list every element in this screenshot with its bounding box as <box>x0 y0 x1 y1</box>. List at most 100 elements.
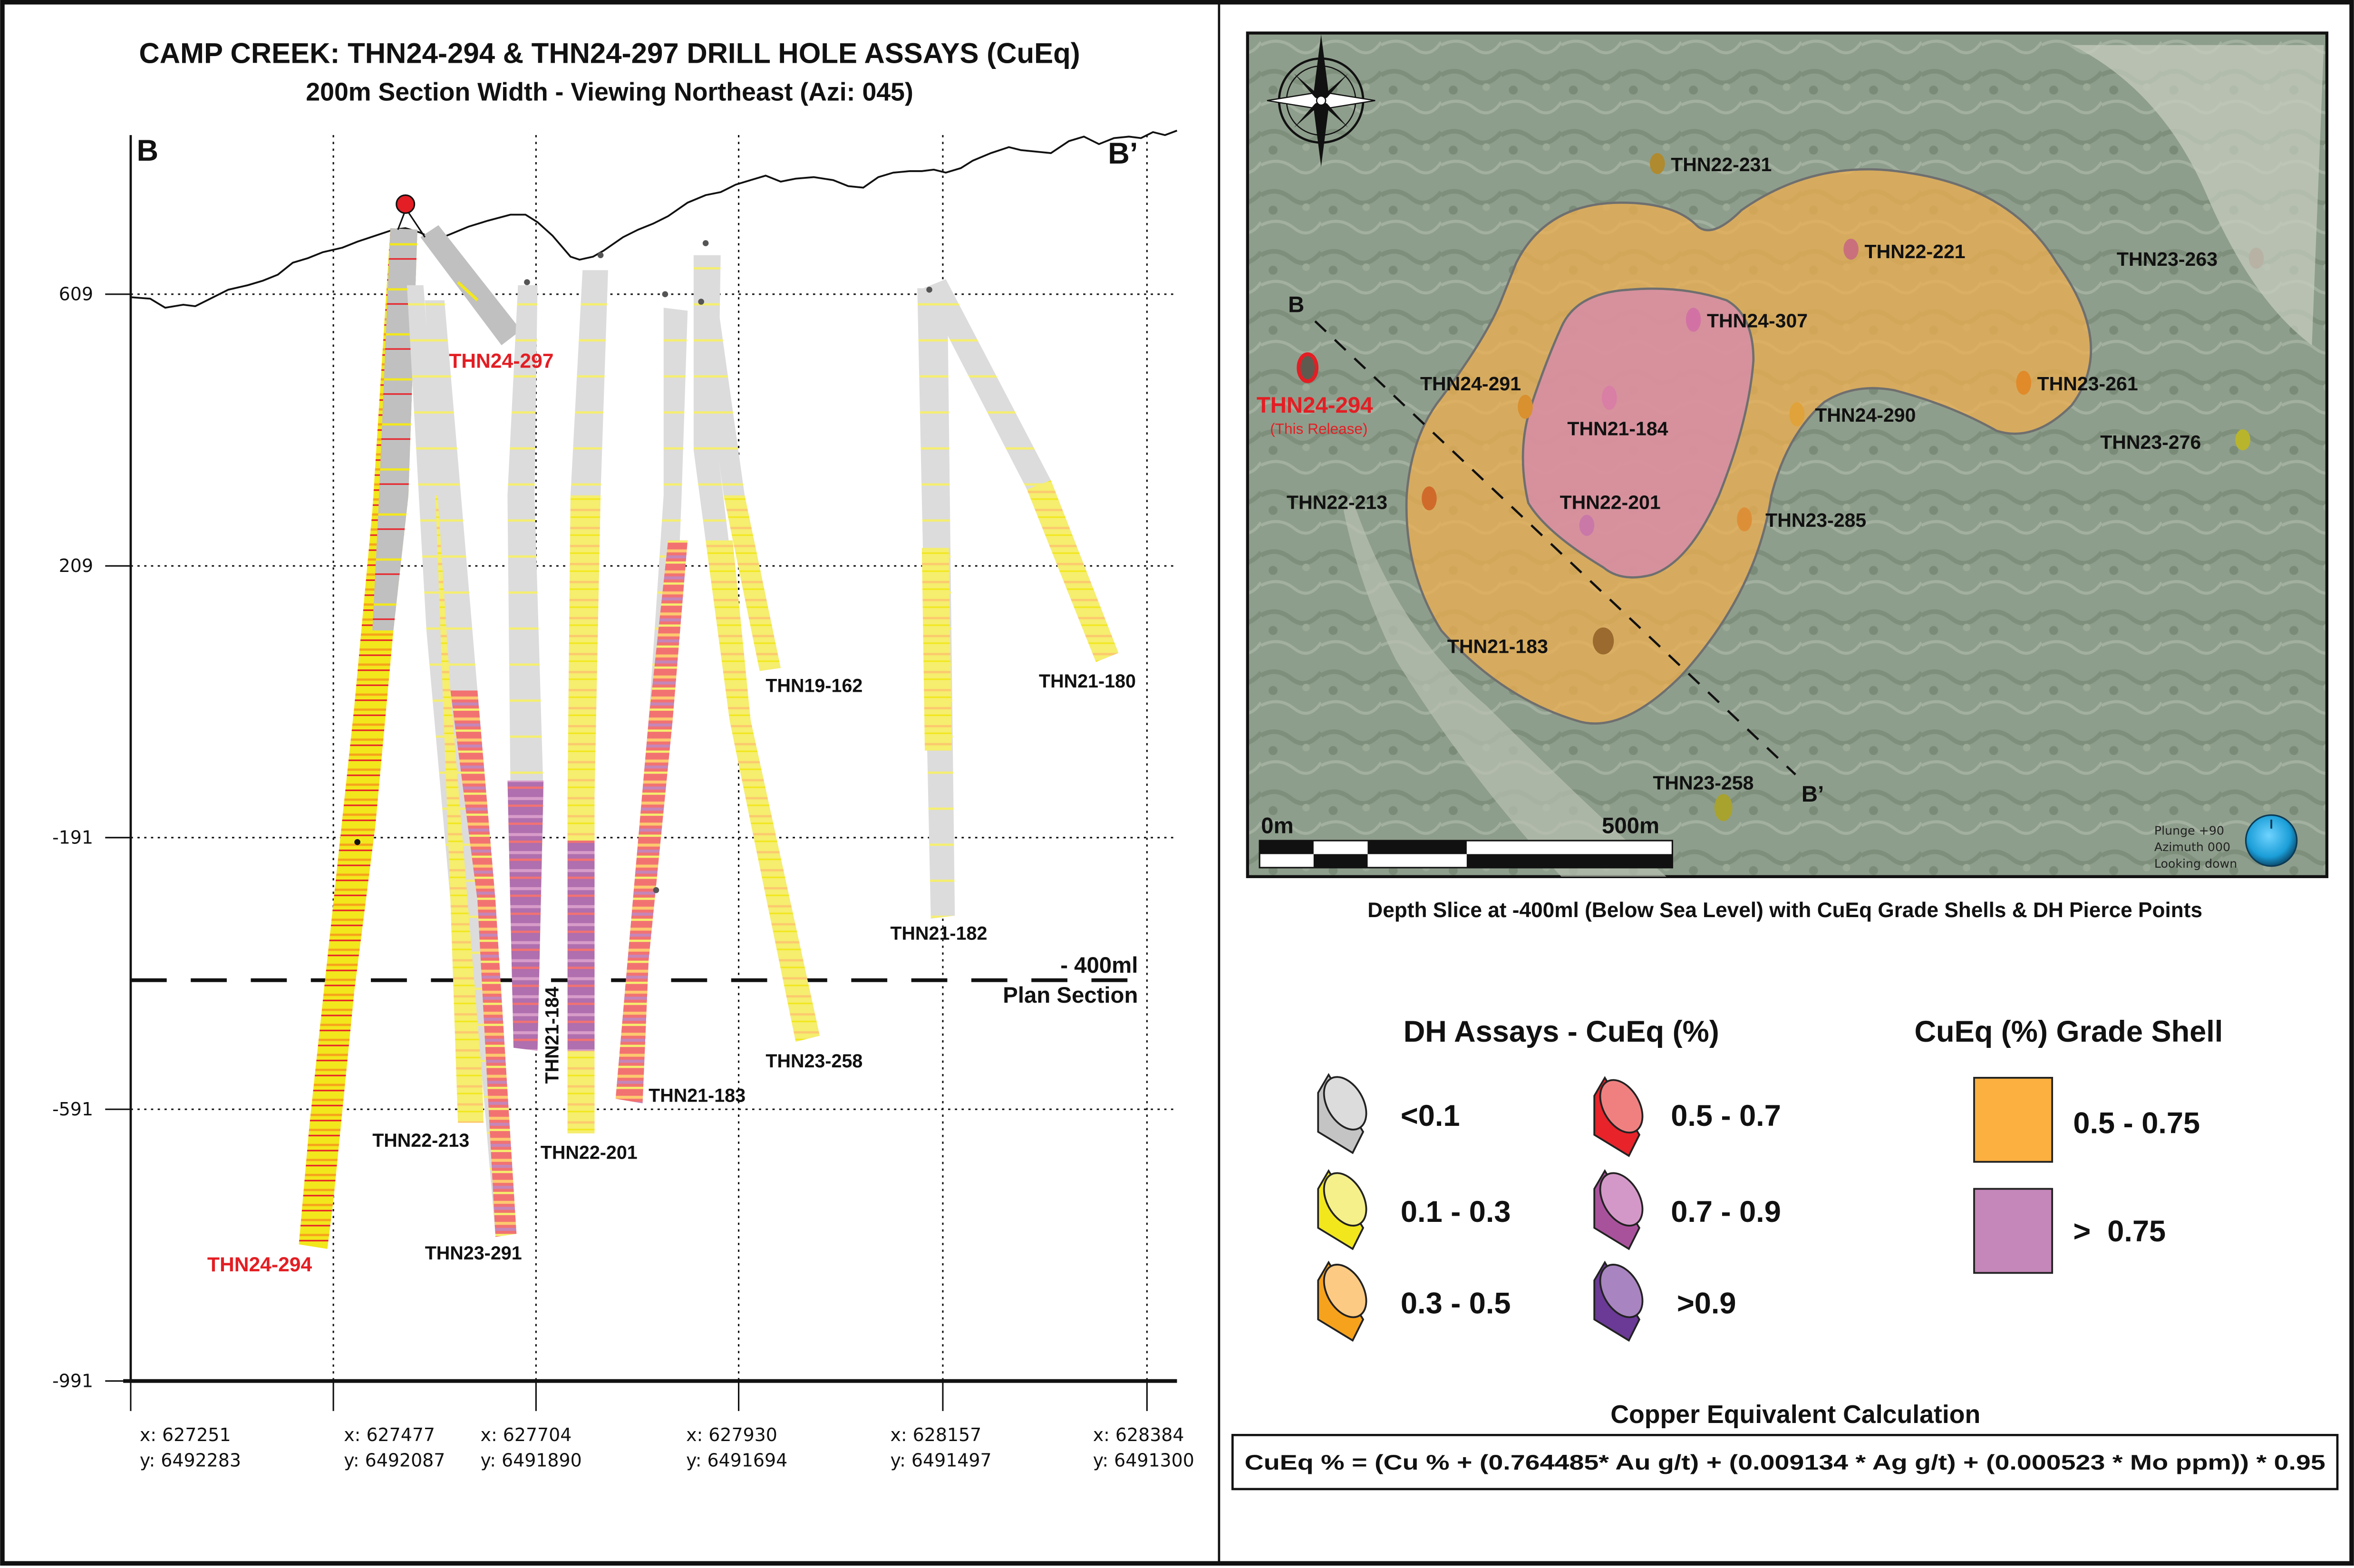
horizontal-gridlines <box>130 293 1177 1110</box>
map-label-thn24-307: THN24-307 <box>1707 310 1808 331</box>
y-tick-label: -191 <box>52 827 93 848</box>
plan-map-panel: B B’ <box>1246 31 2329 922</box>
map-label-thn24-291: THN24-291 <box>1420 373 1521 395</box>
hole-label-thn21-182: THN21-182 <box>890 923 987 944</box>
legend-label: 0.7 - 0.9 <box>1671 1195 1781 1229</box>
hole-label-thn24-297: THN24-297 <box>449 350 553 373</box>
legend-label: <0.1 <box>1401 1099 1460 1132</box>
map-caption: Depth Slice at -400ml (Below Sea Level) … <box>1367 899 2202 922</box>
pierce-point-thn23-276[interactable] <box>2235 429 2250 451</box>
shell-swatch <box>1973 1188 2054 1274</box>
legend-label: 0.5 - 0.75 <box>2073 1107 2200 1140</box>
formula-title: Copper Equivalent Calculation <box>1610 1400 1980 1429</box>
x-tick-marks <box>130 1381 1148 1411</box>
cylinder-icon <box>1599 1264 1644 1318</box>
northing-label: y: 6491694 <box>686 1450 787 1471</box>
pierce-marker <box>354 839 360 845</box>
easting-label: x: 628157 <box>890 1424 981 1445</box>
map-label-thn23-276: THN23-276 <box>2100 431 2201 453</box>
map-label-thn24-290: THN24-290 <box>1815 404 1916 426</box>
plan-section-label: Plan Section <box>1003 983 1138 1008</box>
pierce-point-thn22-231[interactable] <box>1650 153 1665 174</box>
scale-bar: 0m 500m <box>1259 813 1673 869</box>
y-tick-label: 609 <box>59 283 93 304</box>
legend-label: 0.3 - 0.5 <box>1401 1287 1511 1320</box>
y-tick-label: -591 <box>52 1099 93 1120</box>
scale-end-label: 500m <box>1602 813 1659 838</box>
y-tick-marks <box>105 293 131 1382</box>
pierce-point-thn23-261[interactable] <box>2016 370 2031 395</box>
map-label-thn22-231: THN22-231 <box>1671 154 1772 175</box>
map-label-thn23-258: THN23-258 <box>1653 772 1753 794</box>
map-label-thn23-261: THN23-261 <box>2037 373 2138 395</box>
grade-shell-gt-0.75[interactable] <box>1521 287 1755 579</box>
pierce-point-thn22-201[interactable] <box>1579 514 1595 536</box>
collar-marker <box>524 279 530 285</box>
map-label-thn21-184: THN21-184 <box>1567 418 1668 440</box>
pierce-point-thn24-307[interactable] <box>1686 308 1701 332</box>
legend-item-gt-0.9: >0.9 <box>1593 1260 1736 1342</box>
shell-legend-title: CuEq (%) Grade Shell <box>1914 1015 2223 1048</box>
pierce-point-thn21-183[interactable] <box>1593 627 1614 655</box>
pierce-points <box>1297 153 2264 822</box>
pierce-point-thn24-290[interactable] <box>1789 402 1805 426</box>
cylinder-icon <box>1323 1076 1367 1131</box>
x-tick-labels: x: 627251 y: 6492283 x: 627477 y: 649208… <box>140 1424 1194 1471</box>
easting-label: x: 627477 <box>344 1424 435 1445</box>
plunge-label: Plunge +90 <box>2154 823 2224 837</box>
section-line <box>1314 320 1796 775</box>
pierce-point-thn24-291[interactable] <box>1518 395 1533 419</box>
hole-label-thn19-162: THN19-162 <box>765 675 862 696</box>
hole-label-thn21-183: THN21-183 <box>649 1085 746 1106</box>
legend-label: >0.9 <box>1677 1287 1736 1320</box>
hole-label-thn21-184: THN21-184 <box>542 987 563 1084</box>
section-title: CAMP CREEK: THN24-294 & THN24-297 DRILL … <box>139 38 1080 69</box>
collar-marker <box>926 287 932 293</box>
topography-profile <box>130 129 1178 309</box>
aerial-map[interactable] <box>1246 31 2329 878</box>
pierce-marker <box>653 887 659 893</box>
view-orientation: Plunge +90 Azimuth 000 Looking down <box>2154 814 2298 871</box>
map-label-thn24-294: THN24-294 <box>1257 393 1373 418</box>
northing-label: y: 6491300 <box>1093 1450 1194 1471</box>
cylinder-icon <box>1323 1172 1367 1227</box>
legend-label: 0.5 - 0.7 <box>1671 1099 1781 1132</box>
legend-shell-gt-0.75: > 0.75 <box>1973 1188 2166 1274</box>
northing-label: y: 6491497 <box>890 1450 991 1471</box>
assay-legend-title: DH Assays - CuEq (%) <box>1404 1015 1719 1048</box>
collar-marker <box>702 240 709 246</box>
legend-item-0.7-0.9: 0.7 - 0.9 <box>1593 1169 1781 1250</box>
north-arrow-icon <box>1267 34 1376 167</box>
y-tick-label: -991 <box>52 1370 93 1391</box>
legend-label: > 0.75 <box>2073 1215 2166 1248</box>
map-label-thn22-213: THN22-213 <box>1287 491 1387 513</box>
view-globe-icon <box>2245 814 2298 867</box>
shell-swatch <box>1973 1077 2054 1163</box>
map-label-thn23-263: THN23-263 <box>2117 248 2218 270</box>
pierce-point-thn23-285[interactable] <box>1737 507 1752 532</box>
pierce-point-thn21-184[interactable] <box>1601 386 1617 410</box>
collar-marker <box>662 291 668 298</box>
formula-text: CuEq % = (Cu % + (0.764485* Au g/t) + (0… <box>1245 1451 2325 1474</box>
pierce-point-thn23-263[interactable] <box>2248 247 2264 269</box>
easting-label: x: 628384 <box>1093 1424 1184 1445</box>
section-start-marker: B <box>137 134 159 167</box>
legend-shell-0.5-0.75: 0.5 - 0.75 <box>1973 1077 2200 1163</box>
pierce-point-thn24-294[interactable] <box>1297 352 1319 383</box>
collar-marker-thn24-294-297[interactable] <box>396 194 416 214</box>
plan-section-level: - 400ml <box>1060 953 1138 978</box>
section-subtitle: 200m Section Width - Viewing Northeast (… <box>306 78 913 106</box>
hole-label-thn23-291: THN23-291 <box>425 1243 522 1264</box>
easting-label: x: 627704 <box>481 1424 572 1445</box>
section-end-marker: B’ <box>1108 137 1138 170</box>
cross-section-panel: CAMP CREEK: THN24-294 & THN24-297 DRILL … <box>52 38 1194 1471</box>
drill-trace-thn24-297[interactable] <box>420 225 521 346</box>
pierce-point-thn22-213[interactable] <box>1422 486 1437 511</box>
hole-label-thn22-201: THN22-201 <box>541 1142 638 1163</box>
legend-item-lt-0.1: <0.1 <box>1317 1073 1460 1154</box>
pierce-point-thn23-258[interactable] <box>1714 794 1733 822</box>
pierce-point-thn22-221[interactable] <box>1843 239 1859 260</box>
collar-marker <box>597 252 604 259</box>
